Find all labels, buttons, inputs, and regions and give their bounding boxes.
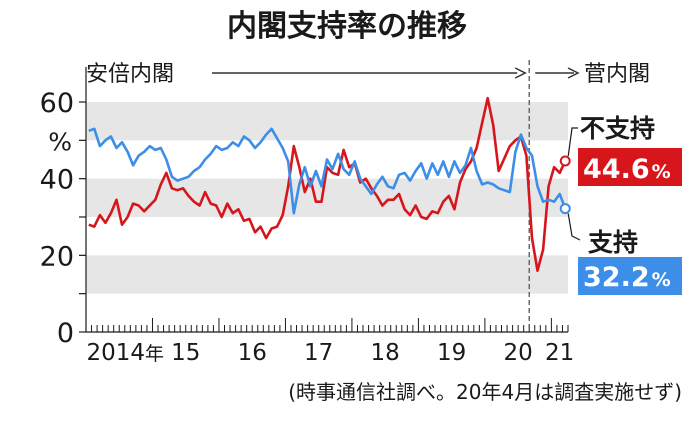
x-tick-label: 2014年 [86,340,164,366]
approval-label-name: 支持 [588,228,638,257]
x-tick-label: 21 [545,340,574,366]
chart-title: 内閣支持率の推移 [227,9,467,44]
y-axis: 0 20 40 60% [40,67,87,349]
series-labels: 不支持 44.6% 支持 32.2% [567,114,682,295]
grid-bands [86,102,568,294]
x-tick-label: 18 [371,340,400,366]
grid-band [86,102,568,141]
grid-band [86,255,568,294]
y-axis-unit: % [48,127,72,156]
x-axis: 2014年 15 16 17 18 19 20 21 [85,318,574,366]
x-tick-label: 16 [238,340,267,366]
disapproval-line [88,96,567,273]
approval-value-label: 32.2% [583,262,671,293]
x-tick-label: 19 [437,340,466,366]
y-tick-label: 60 [40,88,74,119]
era-label-suga: 菅内閣 [584,62,650,87]
x-tick-label: 17 [304,340,333,366]
approval-line [88,127,567,215]
y-tick-label: 40 [40,165,74,196]
series-lines [88,96,571,273]
era-arrowhead-suga [567,67,580,79]
y-tick-label: 0 [57,318,74,349]
approval-leader-line [567,213,581,241]
x-tick-label: 15 [171,340,200,366]
disapproval-leader-line [567,127,578,157]
approval-value-box [578,257,682,295]
era-arrowhead-abe [514,67,527,79]
source-note: (時事通信社調べ。20年4月は調査実施せず) [288,380,682,404]
disapproval-value-label: 44.6% [583,154,671,185]
approval-end-marker [559,203,571,215]
grid-band [86,178,568,217]
era-label-abe: 安倍内閣 [86,62,174,87]
x-tick-label: 20 [503,340,532,366]
y-tick-label: 20 [40,241,74,272]
disapproval-end-marker [559,155,571,167]
disapproval-label-name: 不支持 [580,114,655,143]
disapproval-value-box [578,148,682,186]
